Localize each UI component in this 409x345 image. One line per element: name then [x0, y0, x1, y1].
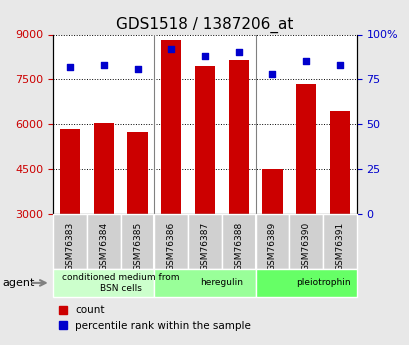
- Text: pleiotrophin: pleiotrophin: [295, 278, 349, 287]
- Text: GSM76384: GSM76384: [99, 222, 108, 271]
- FancyBboxPatch shape: [120, 214, 154, 269]
- Text: conditioned medium from
BSN cells: conditioned medium from BSN cells: [62, 273, 179, 293]
- Text: GSM76390: GSM76390: [301, 222, 310, 272]
- FancyBboxPatch shape: [154, 269, 255, 297]
- Text: GSM76386: GSM76386: [166, 222, 175, 272]
- Text: GSM76383: GSM76383: [65, 222, 74, 272]
- FancyBboxPatch shape: [53, 214, 87, 269]
- Point: [100, 62, 107, 68]
- Point: [134, 66, 141, 71]
- Point: [336, 62, 342, 68]
- Bar: [94, 123, 114, 214]
- Point: [67, 64, 73, 70]
- Point: [235, 50, 241, 55]
- FancyBboxPatch shape: [255, 269, 356, 297]
- FancyBboxPatch shape: [221, 214, 255, 269]
- Bar: [161, 40, 181, 214]
- Legend: count, percentile rank within the sample: count, percentile rank within the sample: [58, 305, 250, 331]
- FancyBboxPatch shape: [255, 214, 289, 269]
- Text: GSM76385: GSM76385: [133, 222, 142, 272]
- Point: [201, 53, 208, 59]
- Text: heregulin: heregulin: [200, 278, 243, 287]
- Text: GSM76389: GSM76389: [267, 222, 276, 272]
- Bar: [194, 66, 215, 214]
- FancyBboxPatch shape: [289, 214, 322, 269]
- FancyBboxPatch shape: [154, 214, 188, 269]
- FancyBboxPatch shape: [87, 214, 120, 269]
- Bar: [228, 60, 248, 214]
- Point: [268, 71, 275, 77]
- FancyBboxPatch shape: [322, 214, 356, 269]
- Bar: [295, 84, 315, 214]
- Bar: [60, 129, 80, 214]
- FancyBboxPatch shape: [53, 269, 154, 297]
- Text: GSM76388: GSM76388: [234, 222, 243, 272]
- Bar: [127, 132, 147, 214]
- FancyBboxPatch shape: [188, 214, 221, 269]
- Point: [168, 46, 174, 52]
- Text: agent: agent: [3, 278, 35, 288]
- Title: GDS1518 / 1387206_at: GDS1518 / 1387206_at: [116, 17, 293, 33]
- Bar: [329, 111, 349, 214]
- Text: GSM76391: GSM76391: [335, 222, 344, 272]
- Bar: [262, 169, 282, 214]
- Text: GSM76387: GSM76387: [200, 222, 209, 272]
- Point: [302, 59, 309, 64]
